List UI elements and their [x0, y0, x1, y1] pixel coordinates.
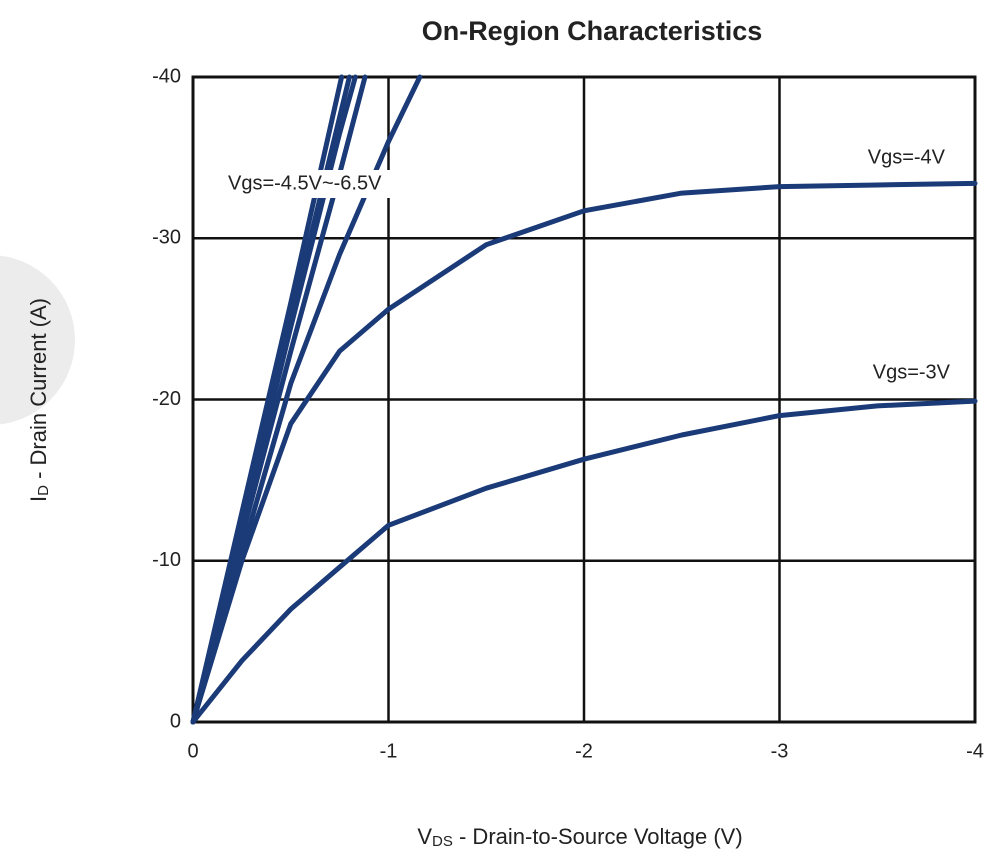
x-label-main: V: [417, 824, 432, 849]
y-tick-label: -30: [152, 227, 181, 249]
x-tick-label: -1: [380, 740, 398, 762]
series-line: [190, 180, 978, 725]
y-tick-label: -10: [152, 549, 181, 571]
series-line: [190, 398, 978, 725]
x-tick-label: -3: [771, 740, 789, 762]
annotation: Vgs=-3V: [873, 361, 951, 383]
annotation: Vgs=-4V: [868, 146, 946, 168]
x-label-rest: - Drain-to-Source Voltage (V): [453, 824, 743, 849]
y-label-main: I: [26, 496, 51, 502]
x-tick-label: 0: [187, 740, 198, 762]
x-label-sub: DS: [432, 833, 453, 850]
x-tick-label: -2: [575, 740, 593, 762]
y-tick-label: -20: [152, 388, 181, 410]
series-line: [190, 74, 423, 725]
x-tick-label: -4: [966, 740, 984, 762]
background-decoration: [0, 255, 75, 425]
y-label-sub: D: [35, 485, 52, 496]
y-axis-label: ID - Drain Current (A): [26, 298, 52, 502]
annotation: Vgs=-4.5V~-6.5V: [228, 172, 382, 194]
annotation-background: [222, 170, 448, 198]
y-label-rest: - Drain Current (A): [26, 298, 51, 485]
y-tick-label: -40: [152, 65, 181, 87]
chart-title: On-Region Characteristics: [422, 16, 763, 46]
y-tick-label: 0: [170, 710, 181, 732]
x-axis-label: VDS - Drain-to-Source Voltage (V): [417, 824, 742, 850]
